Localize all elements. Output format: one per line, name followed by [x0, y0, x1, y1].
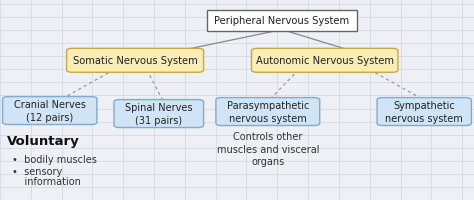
Text: Peripheral Nervous System: Peripheral Nervous System — [214, 16, 350, 26]
FancyBboxPatch shape — [3, 97, 97, 125]
Text: Sympathetic
nervous system: Sympathetic nervous system — [385, 101, 463, 123]
FancyBboxPatch shape — [216, 98, 319, 126]
FancyBboxPatch shape — [207, 10, 356, 31]
Text: Parasympathetic
nervous system: Parasympathetic nervous system — [227, 101, 309, 123]
FancyBboxPatch shape — [377, 98, 471, 126]
Text: Voluntary: Voluntary — [7, 135, 80, 147]
Text: Autonomic Nervous System: Autonomic Nervous System — [255, 56, 394, 66]
Text: •  sensory: • sensory — [12, 166, 62, 176]
FancyBboxPatch shape — [114, 100, 203, 128]
Text: •  bodily muscles: • bodily muscles — [12, 154, 97, 164]
FancyBboxPatch shape — [66, 49, 203, 73]
FancyBboxPatch shape — [252, 49, 398, 73]
Text: Cranial Nerves
(12 pairs): Cranial Nerves (12 pairs) — [14, 100, 86, 122]
Text: information: information — [12, 176, 81, 186]
Text: Somatic Nervous System: Somatic Nervous System — [73, 56, 198, 66]
Text: Controls other
muscles and visceral
organs: Controls other muscles and visceral orga… — [217, 132, 319, 166]
Text: Spinal Nerves
(31 pairs): Spinal Nerves (31 pairs) — [125, 103, 192, 125]
